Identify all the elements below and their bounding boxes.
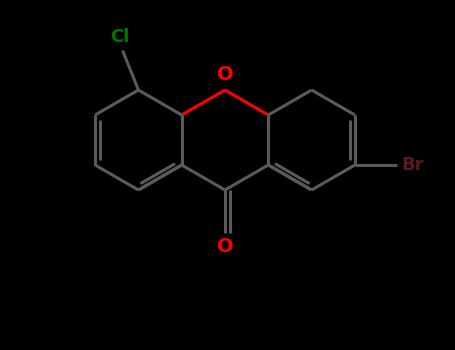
Text: O: O (217, 237, 233, 256)
Text: Cl: Cl (111, 28, 130, 46)
Text: Br: Br (401, 156, 424, 174)
Text: O: O (217, 65, 233, 84)
